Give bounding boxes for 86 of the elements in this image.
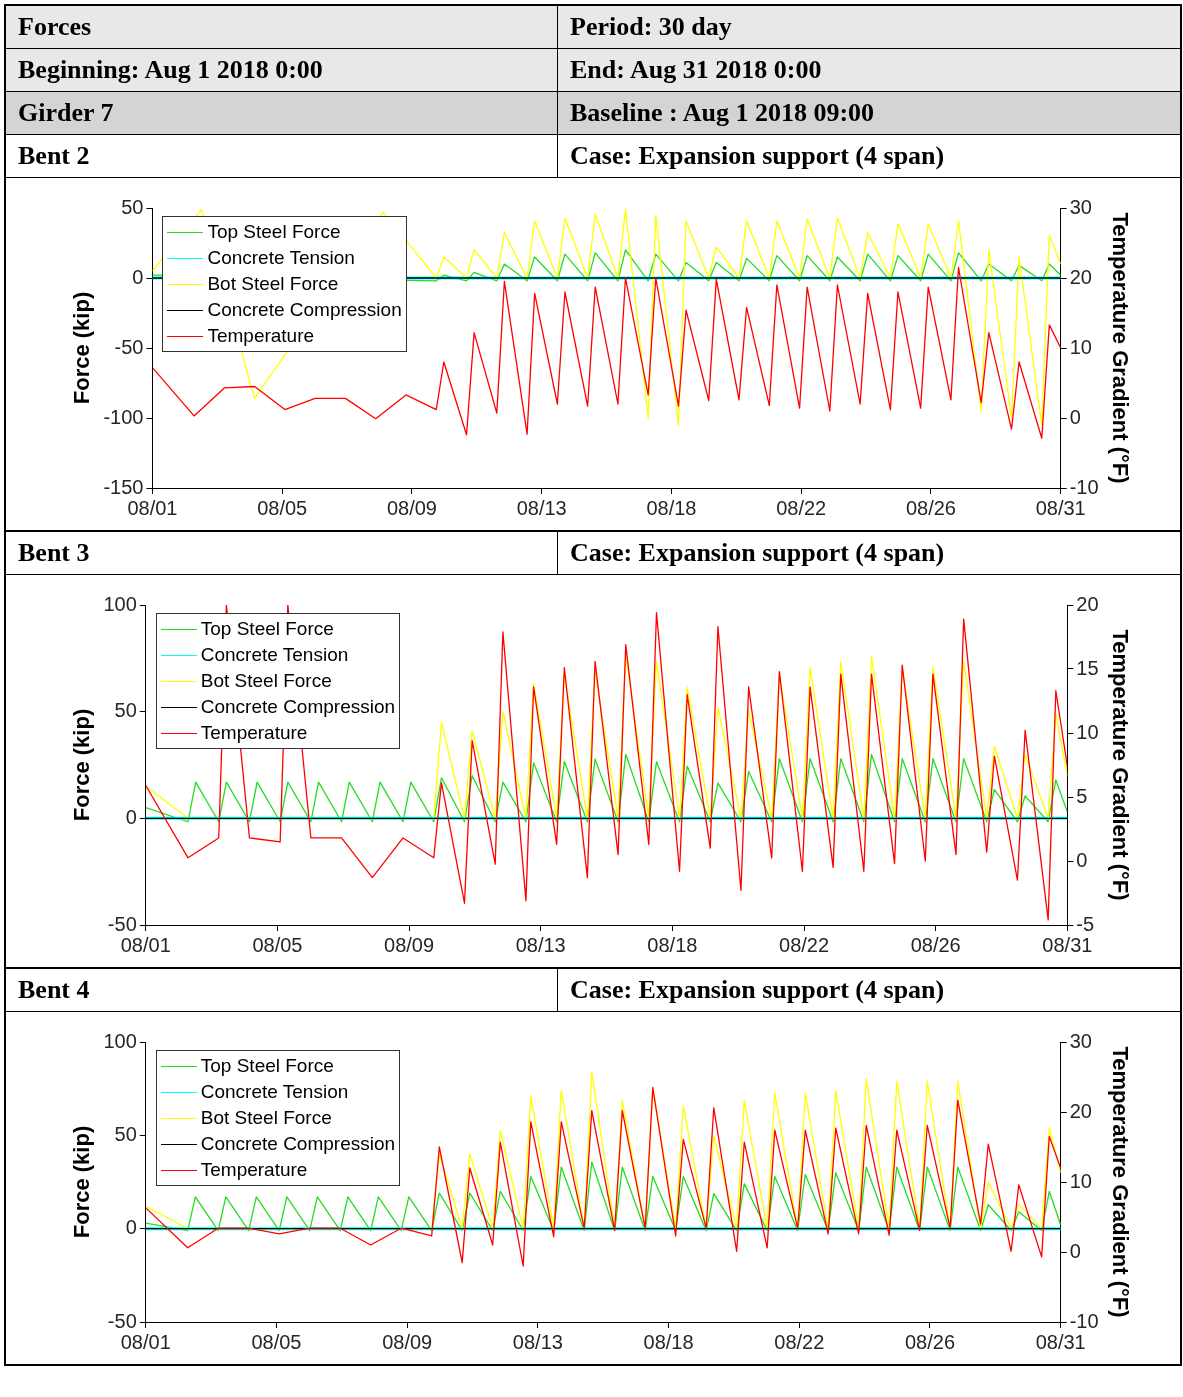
y2-tick-label: 30 bbox=[1069, 1029, 1092, 1052]
y2-tick-label: 5 bbox=[1076, 784, 1088, 807]
chart-title: Bent 4 bbox=[5, 968, 558, 1012]
text: Baseline : Aug 1 2018 09:00 bbox=[557, 91, 1181, 135]
y-axis-title: Force (kip) bbox=[69, 1125, 95, 1239]
chart-subtitle: Case: Expansion support (4 span) bbox=[557, 968, 1181, 1012]
x-tick-label: 08/05 bbox=[257, 496, 308, 519]
x-tick-label: 08/01 bbox=[120, 933, 171, 956]
chart-title: Bent 2 bbox=[5, 134, 558, 178]
legend-label: Bot Steel Force bbox=[207, 273, 339, 295]
y2-tick-label: 20 bbox=[1076, 592, 1099, 615]
y2-axis-title: Temperature Gradient (°F) bbox=[1107, 629, 1133, 901]
y2-tick-label: -10 bbox=[1069, 475, 1099, 498]
y2-tick-label: 20 bbox=[1069, 265, 1092, 288]
legend-label: Top Steel Force bbox=[207, 221, 341, 243]
x-tick-label: 08/13 bbox=[515, 933, 566, 956]
x-tick-label: 08/13 bbox=[512, 1330, 563, 1353]
legend-label: Concrete Compression bbox=[200, 1133, 396, 1155]
x-tick-label: 08/18 bbox=[643, 1330, 694, 1353]
x-tick-label: 08/01 bbox=[127, 496, 178, 519]
y-tick-label: -50 bbox=[114, 335, 144, 358]
y2-axis-title: Temperature Gradient (°F) bbox=[1107, 1046, 1133, 1318]
legend-label: Concrete Compression bbox=[207, 299, 402, 321]
y-tick-label: -150 bbox=[103, 475, 144, 498]
text: Beginning: Aug 1 2018 0:00 bbox=[5, 48, 558, 92]
chart-title: Bent 3 bbox=[5, 531, 558, 575]
x-tick-label: 08/31 bbox=[1035, 496, 1086, 519]
x-tick-label: 08/26 bbox=[910, 933, 961, 956]
y-axis-title: Force (kip) bbox=[69, 708, 95, 822]
legend-label: Concrete Compression bbox=[200, 696, 396, 718]
y2-tick-label: 0 bbox=[1076, 848, 1088, 871]
y2-tick-label: 0 bbox=[1069, 1239, 1081, 1262]
y2-axis-title: Temperature Gradient (°F) bbox=[1107, 212, 1133, 484]
legend-label: Concrete Tension bbox=[200, 644, 349, 666]
y-tick-label: 100 bbox=[103, 1029, 137, 1052]
chart-subtitle: Case: Expansion support (4 span) bbox=[557, 531, 1181, 575]
text: Period: 30 day bbox=[557, 5, 1181, 49]
x-tick-label: 08/26 bbox=[905, 496, 956, 519]
y2-tick-label: 10 bbox=[1069, 335, 1092, 358]
y-tick-label: -50 bbox=[107, 1309, 137, 1332]
y-tick-label: -100 bbox=[103, 405, 144, 428]
legend-label: Concrete Tension bbox=[207, 247, 355, 269]
legend-label: Temperature bbox=[200, 722, 308, 744]
x-tick-label: 08/31 bbox=[1042, 933, 1093, 956]
y-tick-label: 50 bbox=[114, 699, 137, 722]
text: End: Aug 31 2018 0:00 bbox=[557, 48, 1181, 92]
x-tick-label: 08/22 bbox=[779, 933, 830, 956]
y2-tick-label: 10 bbox=[1076, 720, 1099, 743]
y2-tick-label: 30 bbox=[1069, 195, 1092, 218]
y-tick-label: 0 bbox=[132, 265, 144, 288]
legend-label: Temperature bbox=[207, 325, 315, 347]
y-axis-title: Force (kip) bbox=[69, 291, 95, 405]
legend-label: Top Steel Force bbox=[200, 1055, 334, 1077]
y2-tick-label: 0 bbox=[1069, 405, 1081, 428]
x-tick-label: 08/13 bbox=[516, 496, 567, 519]
y-tick-label: 0 bbox=[125, 805, 137, 828]
y2-tick-label: 10 bbox=[1069, 1169, 1092, 1192]
x-tick-label: 08/18 bbox=[646, 496, 697, 519]
y2-tick-label: 20 bbox=[1069, 1099, 1092, 1122]
y-tick-label: -50 bbox=[107, 912, 137, 935]
legend-label: Concrete Tension bbox=[200, 1081, 349, 1103]
x-tick-label: 08/18 bbox=[647, 933, 698, 956]
y2-tick-label: -5 bbox=[1076, 912, 1095, 935]
legend-label: Bot Steel Force bbox=[200, 1107, 332, 1129]
text: Girder 7 bbox=[5, 91, 558, 135]
text: Forces bbox=[5, 5, 558, 49]
y-tick-label: 50 bbox=[114, 1122, 137, 1145]
y-tick-label: 0 bbox=[125, 1216, 137, 1239]
x-tick-label: 08/09 bbox=[386, 496, 437, 519]
y2-tick-label: 15 bbox=[1076, 656, 1099, 679]
x-tick-label: 08/05 bbox=[251, 1330, 302, 1353]
x-tick-label: 08/31 bbox=[1035, 1330, 1086, 1353]
chart-subtitle: Case: Expansion support (4 span) bbox=[557, 134, 1181, 178]
y2-tick-label: -10 bbox=[1069, 1309, 1099, 1332]
legend-label: Top Steel Force bbox=[200, 618, 334, 640]
x-tick-label: 08/09 bbox=[382, 1330, 433, 1353]
x-tick-label: 08/05 bbox=[252, 933, 303, 956]
x-tick-label: 08/26 bbox=[904, 1330, 956, 1353]
y-tick-label: 100 bbox=[103, 592, 137, 615]
x-tick-label: 08/22 bbox=[776, 496, 827, 519]
y-tick-label: 50 bbox=[121, 195, 144, 218]
x-tick-label: 08/01 bbox=[120, 1330, 171, 1353]
legend-label: Bot Steel Force bbox=[200, 670, 332, 692]
x-tick-label: 08/09 bbox=[384, 933, 435, 956]
legend-label: Temperature bbox=[200, 1159, 308, 1181]
x-tick-label: 08/22 bbox=[774, 1330, 825, 1353]
